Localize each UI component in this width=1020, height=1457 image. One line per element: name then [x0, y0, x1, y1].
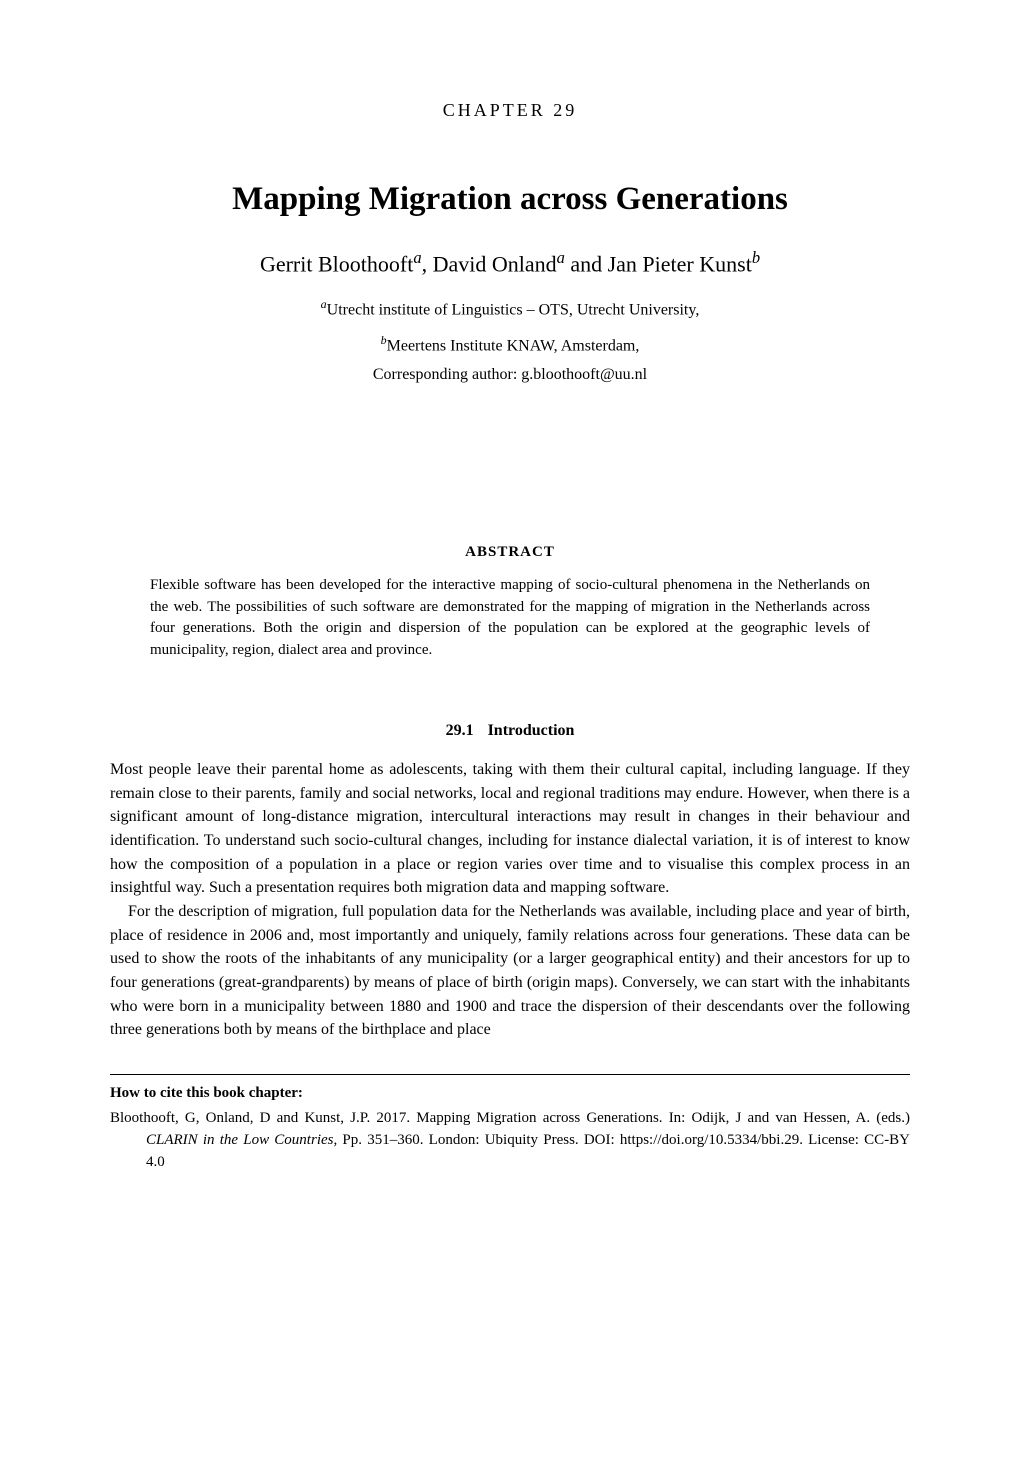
chapter-label: CHAPTER 29 [110, 100, 910, 121]
citation-heading: How to cite this book chapter: [110, 1085, 910, 1102]
abstract-text: Flexible software has been developed for… [150, 575, 870, 662]
page-title: Mapping Migration across Generations [110, 181, 910, 218]
abstract-heading: ABSTRACT [110, 544, 910, 561]
affiliation-a: aUtrecht institute of Linguistics – OTS,… [110, 295, 910, 322]
citation-text: Bloothooft, G, Onland, D and Kunst, J.P.… [110, 1108, 910, 1173]
corresponding-author: Corresponding author: g.bloothooft@uu.nl [110, 366, 910, 384]
affiliation-b: bMeertens Institute KNAW, Amsterdam, [110, 331, 910, 358]
paragraph-2: For the description of migration, full p… [110, 900, 910, 1042]
paragraph-1: Most people leave their parental home as… [110, 758, 910, 900]
section-heading: 29.1 Introduction [110, 722, 910, 740]
body-text: Most people leave their parental home as… [110, 758, 910, 1042]
section-title: Introduction [488, 722, 575, 739]
footer-rule [110, 1074, 910, 1075]
authors-line: Gerrit Bloothoofta, David Onlanda and Ja… [110, 248, 910, 277]
section-number: 29.1 [446, 722, 474, 739]
